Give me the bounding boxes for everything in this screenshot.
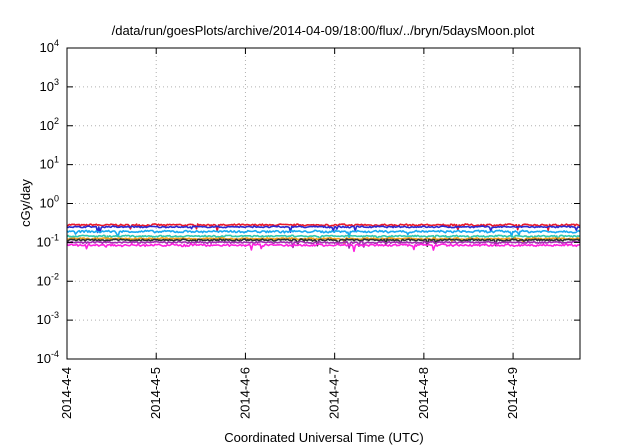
y-tick-label: 10-4 [37, 349, 59, 366]
y-tick-label: 104 [40, 38, 59, 55]
x-tick-label: 2014-4-5 [148, 367, 163, 419]
series-line [66, 240, 580, 249]
x-axis-label: Coordinated Universal Time (UTC) [224, 430, 423, 445]
y-tick-label: 100 [40, 194, 59, 211]
chart-title: /data/run/goesPlots/archive/2014-04-09/1… [112, 23, 535, 38]
series-line [66, 223, 581, 232]
y-tick-label: 10-1 [37, 232, 59, 249]
x-tick-label: 2014-4-9 [505, 367, 520, 419]
y-tick-label: 10-3 [37, 310, 59, 327]
y-axis-label: cGy/day [18, 179, 33, 227]
y-tick-label: 101 [40, 155, 59, 172]
series-line [66, 237, 581, 246]
series-line [66, 229, 581, 239]
series-line [66, 243, 581, 253]
y-tick-label: 10-2 [37, 271, 59, 288]
series-group [66, 223, 581, 253]
y-tick-label: 103 [40, 77, 59, 94]
series-line [66, 234, 581, 243]
y-axis: 10-4 10-3 10-2 10-1 100 101 102 103 104 [37, 38, 580, 366]
grid [67, 48, 580, 359]
y-tick-label: 102 [40, 116, 59, 133]
x-tick-label: 2014-4-4 [59, 367, 74, 419]
x-tick-label: 2014-4-8 [416, 367, 431, 419]
series-line [67, 225, 581, 234]
x-tick-label: 2014-4-7 [327, 367, 342, 419]
series-line [66, 238, 581, 248]
x-tick-label: 2014-4-6 [237, 367, 252, 419]
x-axis: 2014-4-4 2014-4-5 2014-4-6 2014-4-7 2014-4-8… [59, 48, 520, 419]
